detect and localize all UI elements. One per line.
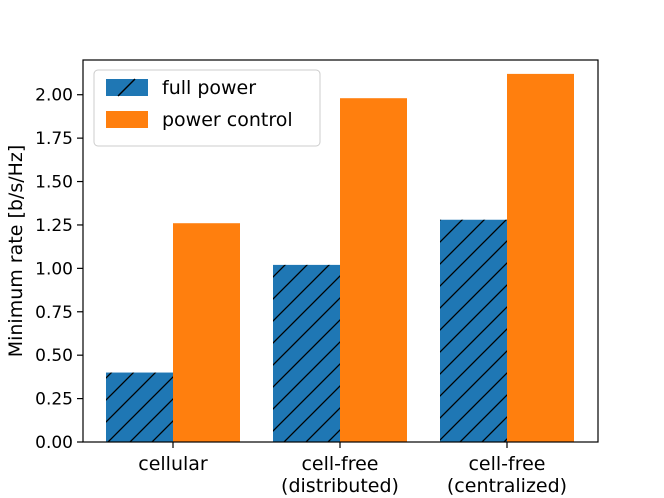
y-tick-label-4: 1.00 <box>35 259 73 279</box>
bars-layer <box>106 73 574 443</box>
x-tick-label-2-0: cell-free <box>468 453 545 475</box>
bar-hatch-full-power-1 <box>273 264 340 442</box>
y-tick-label-6: 1.50 <box>35 173 73 193</box>
legend-hatch-full-power <box>117 78 136 97</box>
y-tick-label-0: 0.00 <box>35 433 73 453</box>
y-tick-label-8: 2.00 <box>35 86 73 106</box>
x-tick-label-1-0: cell-free <box>301 453 378 475</box>
legend: full power power control <box>93 69 321 147</box>
x-tick-label-1-1: (distributed) <box>281 475 399 497</box>
y-tick-label-5: 1.25 <box>35 216 73 236</box>
bar-power-control-0 <box>173 223 240 442</box>
y-tick-label-3: 0.75 <box>35 303 73 323</box>
y-axis-label: Minimum rate [b/s/Hz] <box>5 145 27 358</box>
legend-label-power-control: power control <box>162 109 293 131</box>
x-axis: cellular cell-free(distributed)cell-free(… <box>138 442 567 497</box>
bar-hatch-full-power-2 <box>440 219 507 442</box>
y-tick-label-2: 0.50 <box>35 346 73 366</box>
y-tick-label-1: 0.25 <box>35 390 73 410</box>
legend-box <box>93 69 321 147</box>
bar-power-control-1 <box>340 98 407 442</box>
bar-hatch-full-power-0 <box>106 372 173 442</box>
bar-power-control-2 <box>507 73 574 443</box>
legend-label-full-power: full power <box>162 77 256 99</box>
y-tick-label-7: 1.75 <box>35 129 73 149</box>
x-tick-label-0-0: cellular <box>138 453 208 475</box>
y-axis: 0.00 0.25 0.50 0.75 1.00 1.25 1.50 1.75 2.00 <box>35 86 83 453</box>
legend-swatch-power-control <box>106 111 148 128</box>
x-tick-label-2-1: (centralized) <box>447 475 567 497</box>
plot-frame <box>82 59 599 443</box>
